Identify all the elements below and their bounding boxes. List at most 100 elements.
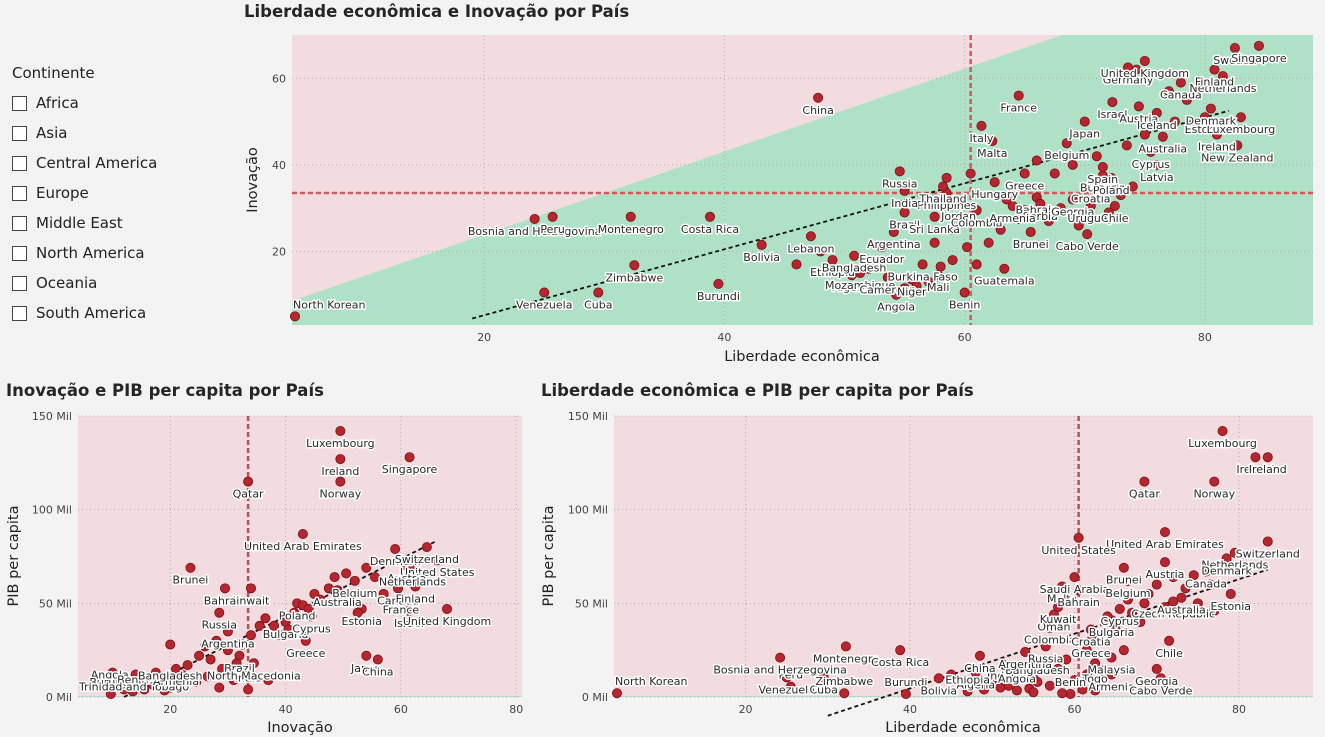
data-point (1127, 607, 1138, 618)
data-point (176, 669, 187, 680)
point-label: Croatia (1071, 192, 1111, 205)
checkbox[interactable] (12, 275, 27, 291)
data-point (1013, 213, 1024, 224)
data-point (1085, 624, 1096, 635)
data-point (1122, 594, 1133, 605)
data-point (1073, 585, 1084, 596)
green-region (292, 35, 1313, 325)
checkbox[interactable] (12, 155, 27, 171)
point-label: Mali (927, 281, 949, 294)
data-point (1055, 203, 1066, 214)
legend-item-europe[interactable]: Europe (12, 178, 157, 208)
point-label: Burundi (884, 676, 927, 689)
data-point (947, 224, 958, 235)
point-label: United Kingdom (403, 615, 491, 628)
point-label: Brunei (1013, 238, 1049, 251)
data-point (999, 660, 1010, 671)
data-point (1151, 107, 1162, 118)
point-label: Israel (1097, 108, 1127, 121)
data-point (1085, 200, 1096, 211)
data-point (713, 278, 724, 289)
data-point (1073, 220, 1084, 231)
data-point (1139, 129, 1150, 140)
x-tick-label: 20 (163, 703, 177, 716)
data-point (974, 650, 985, 661)
data-point (882, 272, 893, 283)
data-point (1143, 588, 1154, 599)
data-point (335, 476, 346, 487)
data-point (105, 689, 116, 700)
legend-item-middle-east[interactable]: Middle East (12, 208, 157, 238)
checkbox[interactable] (12, 185, 27, 201)
data-point (150, 667, 161, 678)
checkbox[interactable] (12, 125, 27, 141)
point-label: Bulgaria (1080, 182, 1126, 195)
data-point (1028, 687, 1039, 698)
checkbox[interactable] (12, 305, 27, 321)
x-tick-label: 60 (394, 703, 408, 716)
data-point (1209, 476, 1220, 487)
data-point (705, 211, 716, 222)
point-label: Greece (286, 647, 325, 660)
legend-item-north-america[interactable]: North America (12, 238, 157, 268)
data-point (1001, 194, 1012, 205)
legend-item-africa[interactable]: Africa (12, 88, 157, 118)
point-label: Denmark (370, 555, 421, 568)
data-point (421, 542, 432, 553)
green-region (614, 695, 1313, 697)
point-label: Netherlands (1189, 82, 1256, 95)
point-label: France (383, 604, 420, 617)
data-point (971, 205, 982, 216)
point-label: Luxembourg (306, 437, 375, 450)
point-label: Brunei (1106, 574, 1142, 587)
data-point (891, 289, 902, 300)
data-point (182, 660, 193, 671)
point-label: Uruguay (1067, 212, 1114, 225)
data-point (1048, 609, 1059, 620)
data-point (781, 672, 792, 683)
freedom-innovation-scatter[interactable]: North Korean Venezuela Cuba Bosnia and Herz… (0, 0, 1325, 380)
x-tick-label: 40 (717, 331, 731, 344)
point-label: United Arab Emirates (244, 540, 362, 553)
legend-item-south-america[interactable]: South America (12, 298, 157, 328)
point-label: Cuba (810, 683, 838, 696)
data-point (1090, 685, 1101, 696)
data-point (911, 281, 922, 292)
data-point (159, 685, 170, 696)
legend-item-asia[interactable]: Asia (12, 118, 157, 148)
legend-label: North America (36, 244, 145, 262)
point-label: Trinidad and Tobago (78, 681, 189, 694)
point-label: Argentina (867, 238, 921, 251)
data-point (1069, 675, 1080, 686)
checkbox[interactable] (12, 245, 27, 261)
point-label: Norway (319, 488, 361, 501)
checkbox[interactable] (12, 215, 27, 231)
point-label: United States (1041, 544, 1116, 557)
data-point (1229, 42, 1240, 53)
data-point (297, 529, 308, 540)
data-point (1090, 658, 1101, 669)
point-label: Brazil (889, 218, 920, 231)
point-label: Armenia (1088, 681, 1134, 694)
point-label: Netherlands (1201, 559, 1268, 572)
data-point (1151, 663, 1162, 674)
checkbox[interactable] (12, 95, 27, 111)
data-point (1028, 673, 1039, 684)
data-point (139, 684, 150, 695)
point-label: United Arab Emirates (1106, 538, 1224, 551)
data-point (1151, 579, 1162, 590)
point-label: Bulgaria (1089, 626, 1135, 639)
data-point (941, 172, 952, 183)
point-label: Saudi Arabia (1040, 583, 1110, 596)
legend-item-central-america[interactable]: Central America (12, 148, 157, 178)
data-point (965, 168, 976, 179)
legend-item-oceania[interactable]: Oceania (12, 268, 157, 298)
data-point (1097, 162, 1108, 173)
point-label: Italy (970, 132, 994, 145)
data-point (1122, 575, 1133, 586)
data-point (1073, 532, 1084, 543)
point-label: Montenegro (813, 652, 879, 665)
data-point (274, 630, 285, 641)
